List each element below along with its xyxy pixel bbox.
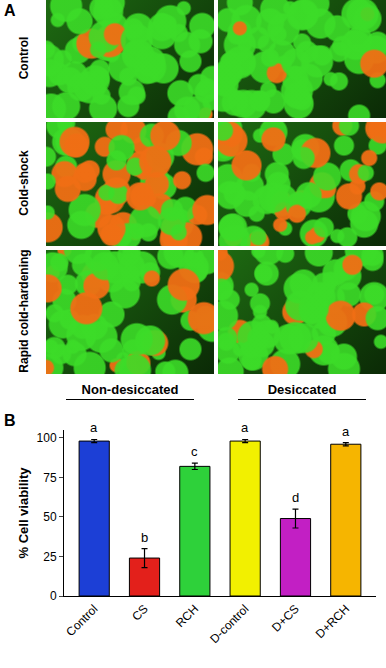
- html-text:Cold-shock: Cold-shock: [17, 150, 31, 216]
- svg-text:c: c: [191, 444, 198, 459]
- svg-text:75: 75: [43, 471, 57, 485]
- svg-text:D+RCH: D+RCH: [313, 602, 352, 641]
- svg-text:100: 100: [37, 431, 57, 445]
- svg-text:d: d: [292, 490, 299, 505]
- svg-text:a: a: [342, 424, 350, 439]
- svg-text:D-control: D-control: [207, 602, 251, 646]
- html-text:B: B: [4, 412, 16, 429]
- html-text:Desiccated: Desiccated: [267, 382, 337, 397]
- svg-text:a: a: [241, 420, 249, 435]
- html-text:Rapid cold-hardening: Rapid cold-hardening: [17, 249, 31, 373]
- svg-text:D+CS: D+CS: [269, 602, 302, 635]
- svg-text:b: b: [141, 530, 148, 545]
- svg-text:25: 25: [43, 550, 57, 564]
- html-text:Control: Control: [17, 36, 31, 80]
- html-text:Non-desiccated: Non-desiccated: [81, 382, 179, 397]
- html-text:A: A: [4, 2, 16, 19]
- svg-text:Control: Control: [63, 602, 100, 639]
- svg-text:RCH: RCH: [173, 602, 201, 630]
- svg-text:0: 0: [50, 589, 57, 603]
- svg-text:CS: CS: [129, 602, 151, 624]
- svg-text:a: a: [90, 420, 98, 435]
- svg-text:% Cell viability: % Cell viability: [16, 467, 31, 559]
- svg-text:50: 50: [43, 510, 57, 524]
